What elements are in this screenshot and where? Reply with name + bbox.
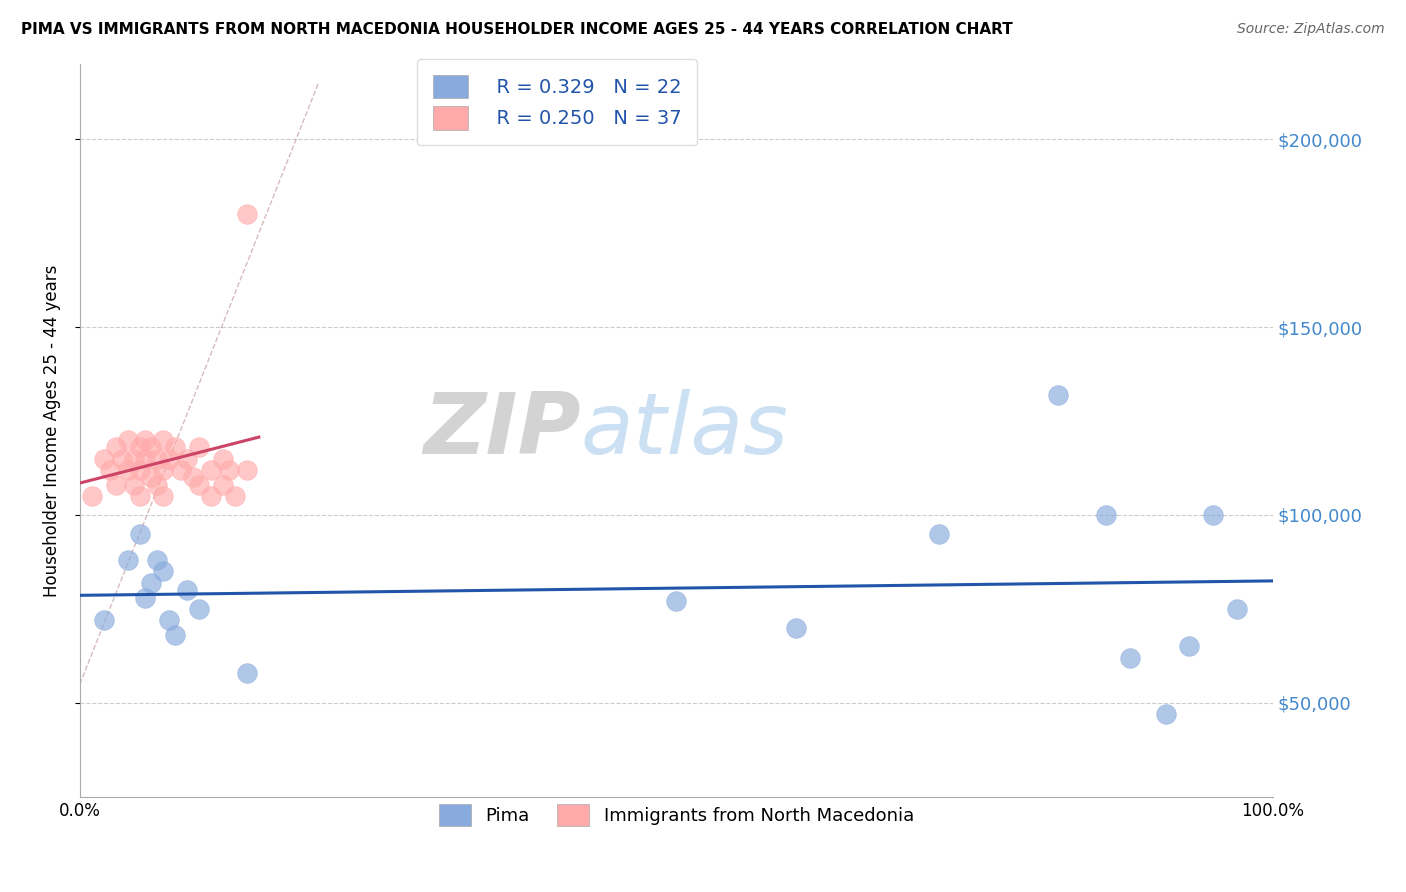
Point xyxy=(928,526,950,541)
Point xyxy=(157,451,180,466)
Point xyxy=(157,613,180,627)
Point xyxy=(152,565,174,579)
Point xyxy=(188,440,211,454)
Point xyxy=(176,583,198,598)
Point xyxy=(1047,388,1070,402)
Point xyxy=(128,526,150,541)
Point xyxy=(152,489,174,503)
Point xyxy=(236,207,259,221)
Y-axis label: Householder Income Ages 25 - 44 years: Householder Income Ages 25 - 44 years xyxy=(44,264,60,597)
Point xyxy=(117,553,139,567)
Point xyxy=(141,440,163,454)
Point xyxy=(212,478,235,492)
Point xyxy=(218,463,240,477)
Point xyxy=(1202,508,1225,522)
Point xyxy=(188,602,211,616)
Legend: Pima, Immigrants from North Macedonia: Pima, Immigrants from North Macedonia xyxy=(430,796,924,836)
Point xyxy=(200,463,222,477)
Point xyxy=(128,489,150,503)
Point xyxy=(146,478,169,492)
Point xyxy=(170,463,193,477)
Point xyxy=(1095,508,1118,522)
Point xyxy=(165,440,187,454)
Point xyxy=(134,433,156,447)
Text: atlas: atlas xyxy=(581,389,789,472)
Point xyxy=(128,440,150,454)
Text: Source: ZipAtlas.com: Source: ZipAtlas.com xyxy=(1237,22,1385,37)
Point xyxy=(128,463,150,477)
Point xyxy=(134,451,156,466)
Point xyxy=(141,575,163,590)
Point xyxy=(200,489,222,503)
Point xyxy=(785,621,807,635)
Point xyxy=(236,463,259,477)
Point xyxy=(1119,650,1142,665)
Point xyxy=(176,451,198,466)
Point xyxy=(93,451,115,466)
Point xyxy=(188,478,211,492)
Text: PIMA VS IMMIGRANTS FROM NORTH MACEDONIA HOUSEHOLDER INCOME AGES 25 - 44 YEARS CO: PIMA VS IMMIGRANTS FROM NORTH MACEDONIA … xyxy=(21,22,1012,37)
Point xyxy=(152,463,174,477)
Point xyxy=(212,451,235,466)
Point xyxy=(104,478,127,492)
Point xyxy=(141,470,163,484)
Point xyxy=(236,665,259,680)
Point xyxy=(224,489,246,503)
Point xyxy=(146,451,169,466)
Point xyxy=(117,433,139,447)
Point xyxy=(122,451,145,466)
Point xyxy=(134,591,156,605)
Point xyxy=(165,628,187,642)
Text: ZIP: ZIP xyxy=(423,389,581,472)
Point xyxy=(80,489,103,503)
Point xyxy=(122,478,145,492)
Point xyxy=(93,613,115,627)
Point xyxy=(152,433,174,447)
Point xyxy=(98,463,121,477)
Point xyxy=(146,553,169,567)
Point xyxy=(1154,707,1177,722)
Point xyxy=(181,470,204,484)
Point xyxy=(117,463,139,477)
Point xyxy=(111,451,134,466)
Point xyxy=(104,440,127,454)
Point xyxy=(1226,602,1249,616)
Point xyxy=(1178,640,1201,654)
Point xyxy=(665,594,688,608)
